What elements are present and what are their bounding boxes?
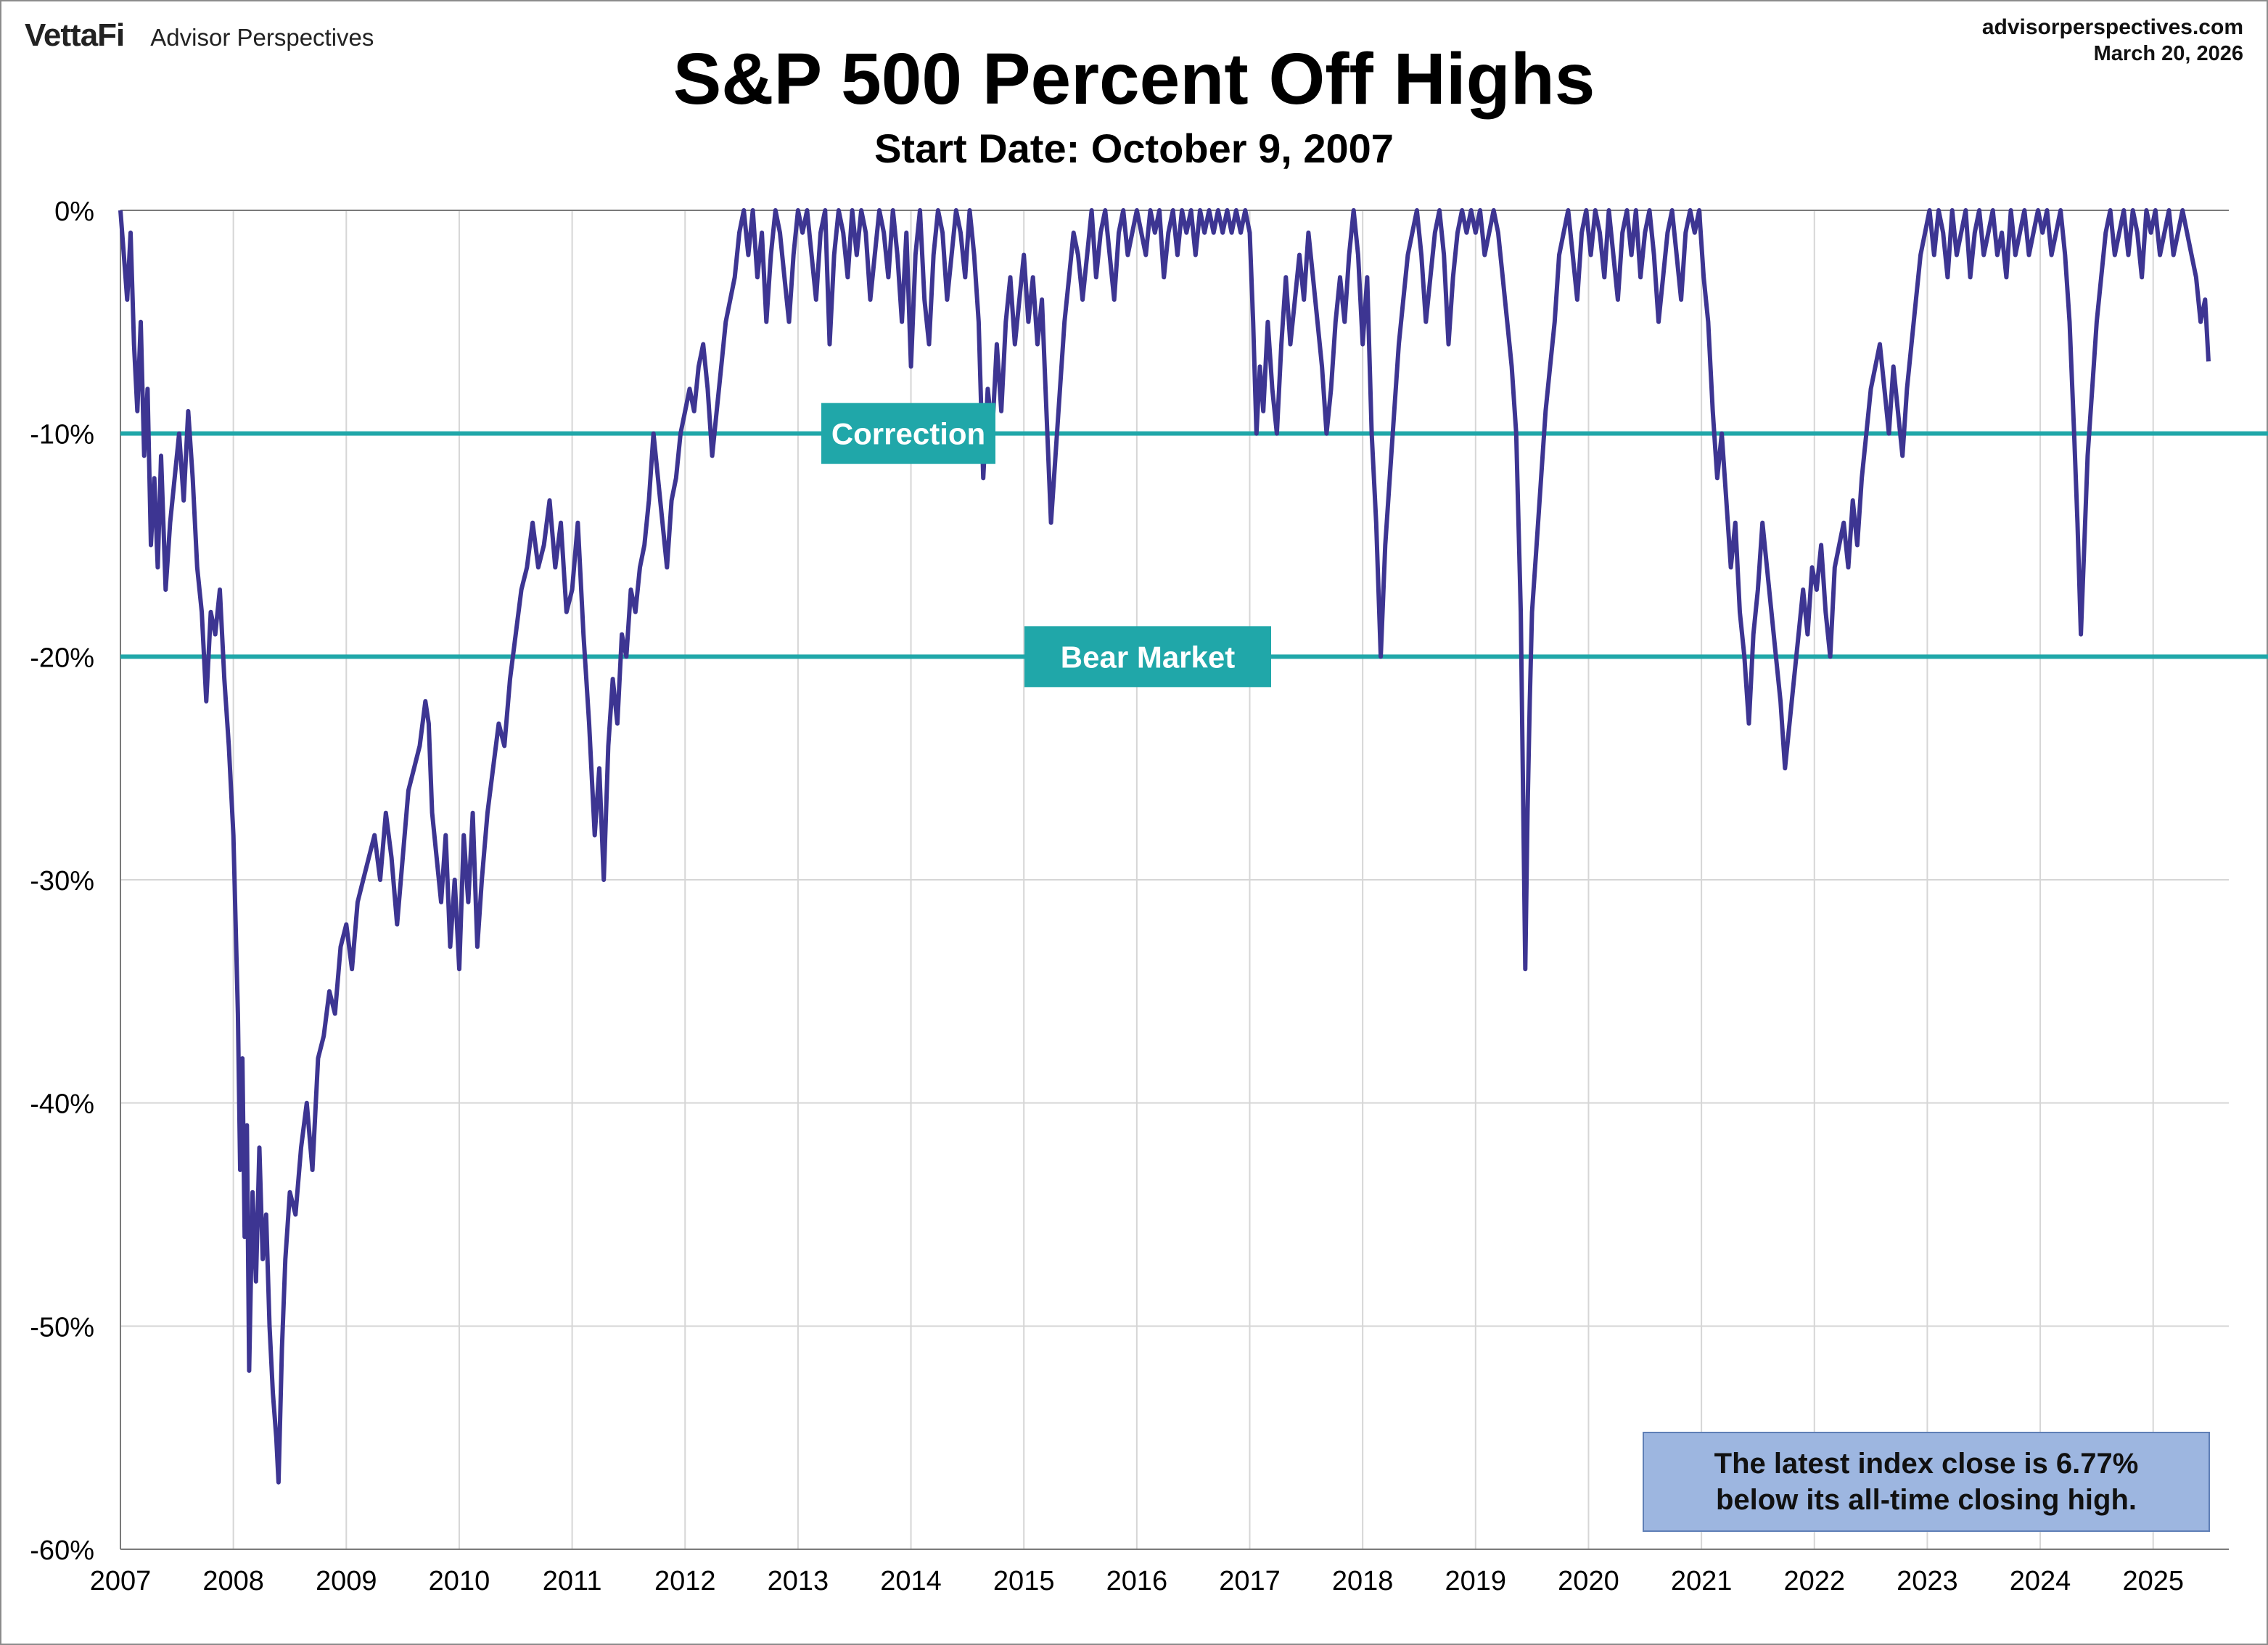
x-tick-label: 2019 bbox=[1445, 1566, 1507, 1596]
x-tick-label: 2016 bbox=[1106, 1566, 1168, 1596]
x-tick-label: 2021 bbox=[1671, 1566, 1733, 1596]
x-tick-label: 2010 bbox=[429, 1566, 490, 1596]
x-tick-label: 2011 bbox=[543, 1566, 602, 1596]
vettafi-logo: VettaFi bbox=[25, 17, 125, 53]
annotation-line-1: The latest index close is 6.77% bbox=[1714, 1448, 2139, 1480]
y-tick-label: -60% bbox=[30, 1535, 94, 1566]
x-tick-label: 2015 bbox=[993, 1566, 1055, 1596]
y-tick-label: -30% bbox=[30, 866, 94, 896]
latest-close-annotation: The latest index close is 6.77% below it… bbox=[1643, 1432, 2210, 1532]
x-tick-label: 2014 bbox=[880, 1566, 942, 1596]
x-tick-label: 2023 bbox=[1897, 1566, 1958, 1596]
y-tick-label: -50% bbox=[30, 1312, 94, 1343]
annotation-line-2: below its all-time closing high. bbox=[1715, 1484, 2137, 1516]
x-tick-label: 2007 bbox=[90, 1566, 152, 1596]
source-date: March 20, 2026 bbox=[2093, 42, 2243, 65]
chart-title: S&P 500 Percent Off Highs bbox=[673, 38, 1595, 120]
source-info: advisorperspectives.com March 20, 2026 bbox=[1982, 15, 2243, 67]
y-tick-label: 0% bbox=[54, 197, 94, 227]
threshold-label-box bbox=[1024, 626, 1271, 688]
x-tick-label: 2018 bbox=[1332, 1566, 1394, 1596]
x-tick-label: 2020 bbox=[1558, 1566, 1619, 1596]
x-tick-label: 2017 bbox=[1219, 1566, 1281, 1596]
x-tick-label: 2022 bbox=[1783, 1566, 1845, 1596]
y-tick-label: -40% bbox=[30, 1089, 94, 1120]
y-tick-label: -20% bbox=[30, 643, 94, 673]
chart-subtitle: Start Date: October 9, 2007 bbox=[874, 125, 1394, 171]
x-tick-label: 2012 bbox=[654, 1566, 716, 1596]
threshold-label-box bbox=[821, 403, 995, 464]
x-tick-label: 2013 bbox=[768, 1566, 829, 1596]
threshold-label: Correction bbox=[831, 417, 985, 451]
x-tick-label: 2009 bbox=[316, 1566, 377, 1596]
x-tick-label: 2024 bbox=[2010, 1566, 2071, 1596]
source-site: advisorperspectives.com bbox=[1981, 15, 2243, 39]
series-line bbox=[118, 208, 2211, 1485]
threshold-label: Bear Market bbox=[1061, 640, 1235, 674]
brand-name: Advisor Perspectives bbox=[150, 24, 374, 51]
y-tick-label: -10% bbox=[30, 420, 94, 450]
brand-header: VettaFi Advisor Perspectives bbox=[25, 17, 374, 54]
x-tick-label: 2008 bbox=[202, 1566, 264, 1596]
x-tick-label: 2025 bbox=[2122, 1566, 2184, 1596]
